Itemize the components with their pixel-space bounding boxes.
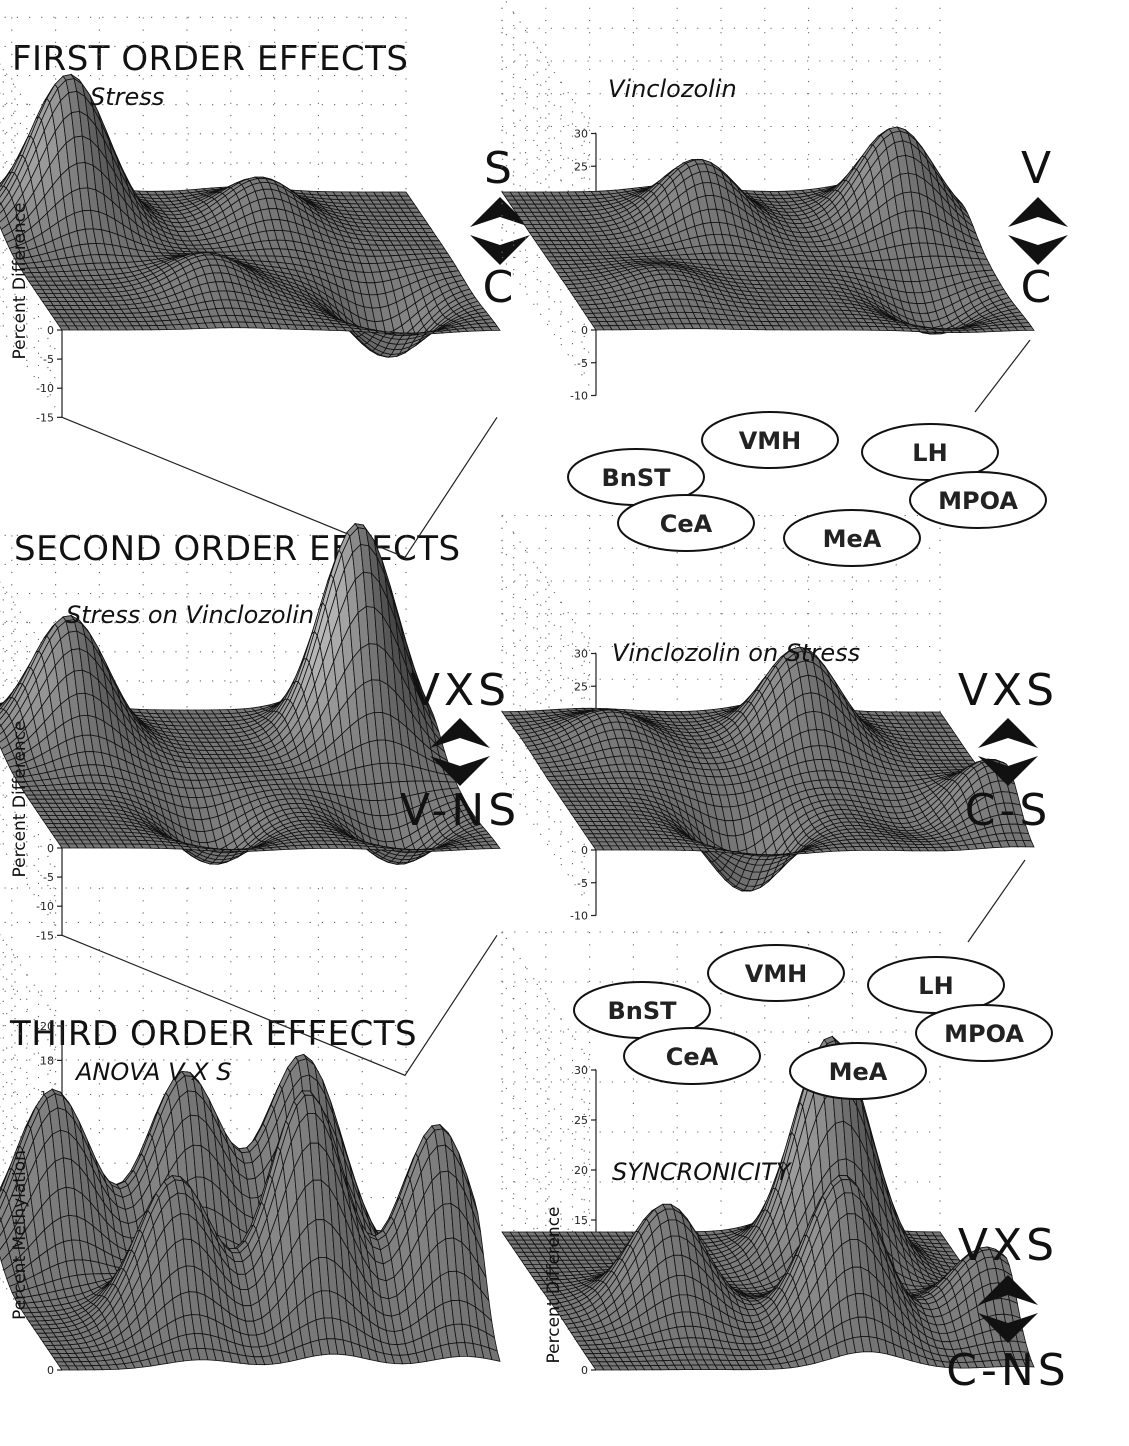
tick-label: -5	[577, 357, 588, 370]
surface-mesh	[501, 126, 1035, 335]
panel-stress: -15-10-5051015202530StressPercent Differ…	[0, 16, 530, 559]
panel-title: Vinclozolin	[608, 75, 737, 103]
tick-label: -5	[43, 871, 54, 884]
tick-label: -10	[36, 900, 54, 913]
tick-label: 0	[47, 842, 54, 855]
arrow-down-icon	[1008, 235, 1068, 265]
tick-label: 0	[47, 324, 54, 337]
floor-outline	[61, 416, 498, 559]
contrast-bottom-label: C	[1021, 262, 1056, 313]
arrow-up-icon	[1008, 197, 1068, 227]
contrast-top-label: S	[484, 143, 516, 194]
tick-label: 0	[581, 324, 588, 337]
contrast-bottom-label: C	[483, 262, 518, 313]
tick-label: 30	[574, 128, 588, 141]
section-title-third: THIRD ORDER EFFECTS	[9, 1014, 417, 1054]
panel-stress-on-vinclozolin: -15-10-5051015202530Stress on Vinclozoli…	[0, 522, 516, 1077]
surface-panels: -15-10-5051015202530StressPercent Differ…	[0, 0, 1068, 1396]
tick-label: -5	[43, 353, 54, 366]
tick-label: -15	[36, 929, 54, 942]
contrast-top-label: V	[1021, 143, 1055, 194]
tick-label: -10	[36, 382, 54, 395]
tick-label: -10	[570, 390, 588, 403]
y-axis-label: Percent Difference	[10, 202, 30, 359]
panel-title: Stress	[90, 83, 164, 111]
arrow-down-icon	[470, 235, 530, 265]
section-title-first: FIRST ORDER EFFECTS	[12, 39, 409, 79]
tick-label: 25	[574, 160, 588, 173]
tick-label: -15	[36, 411, 54, 424]
grid-line	[501, 27, 597, 167]
surface-mesh	[0, 73, 501, 358]
